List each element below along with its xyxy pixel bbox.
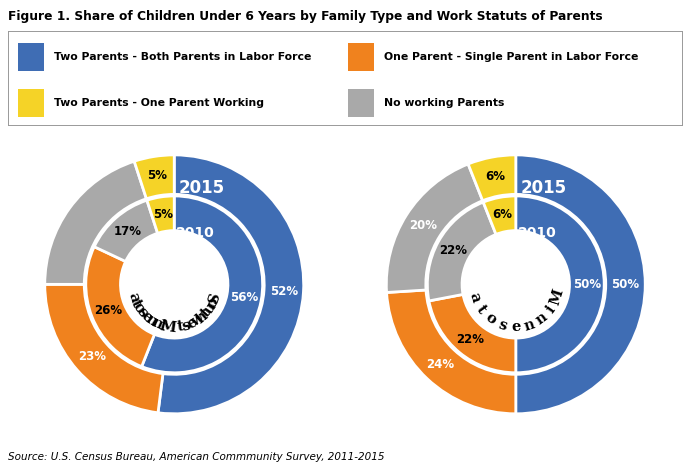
Text: 2015: 2015: [179, 179, 225, 197]
Text: n: n: [533, 310, 550, 328]
Wedge shape: [158, 155, 304, 414]
Text: No working Parents: No working Parents: [384, 98, 504, 108]
FancyBboxPatch shape: [348, 89, 374, 117]
FancyBboxPatch shape: [19, 43, 44, 71]
Text: 17%: 17%: [113, 225, 141, 237]
Text: 6%: 6%: [493, 208, 513, 221]
Text: S: S: [207, 290, 224, 305]
Text: i: i: [544, 303, 558, 316]
Text: 24%: 24%: [426, 358, 455, 371]
Text: t: t: [199, 306, 214, 320]
Wedge shape: [515, 155, 645, 414]
Wedge shape: [95, 200, 157, 261]
Text: t: t: [473, 303, 489, 316]
Text: w: w: [188, 312, 206, 330]
Text: 23%: 23%: [78, 351, 106, 363]
Text: t: t: [128, 297, 144, 309]
Wedge shape: [45, 161, 146, 284]
Text: M: M: [159, 319, 177, 335]
Wedge shape: [468, 155, 515, 201]
Text: M: M: [548, 288, 566, 307]
Text: One Parent - Single Parent in Labor Force: One Parent - Single Parent in Labor Forc…: [384, 52, 638, 62]
Wedge shape: [386, 290, 516, 414]
Text: o: o: [482, 311, 498, 328]
Text: Two Parents - One Parent Working: Two Parents - One Parent Working: [54, 98, 264, 108]
Text: 50%: 50%: [573, 278, 601, 291]
Text: 22%: 22%: [440, 243, 468, 257]
Text: n: n: [522, 317, 536, 334]
Text: 26%: 26%: [94, 304, 122, 317]
Text: s: s: [180, 318, 192, 334]
Wedge shape: [135, 155, 174, 199]
Text: 56%: 56%: [230, 291, 258, 304]
Text: s: s: [134, 305, 150, 321]
Text: a: a: [125, 290, 141, 304]
Text: 2010: 2010: [518, 226, 556, 240]
Text: h: h: [193, 308, 210, 326]
Text: a: a: [466, 290, 483, 304]
Text: 5%: 5%: [153, 208, 173, 220]
Text: u: u: [201, 300, 219, 316]
Wedge shape: [147, 196, 175, 233]
Text: o: o: [204, 296, 221, 310]
Text: e: e: [138, 309, 155, 326]
Text: Source: U.S. Census Bureau, American Commmunity Survey, 2011-2015: Source: U.S. Census Bureau, American Com…: [8, 452, 385, 462]
Text: n: n: [149, 315, 164, 332]
Text: t: t: [176, 320, 184, 334]
Text: n: n: [143, 312, 159, 329]
Wedge shape: [386, 164, 483, 292]
Text: e: e: [185, 315, 199, 332]
Wedge shape: [45, 284, 163, 413]
Wedge shape: [86, 247, 155, 367]
Text: 50%: 50%: [611, 278, 640, 291]
Wedge shape: [429, 294, 515, 373]
Text: Two Parents - Both Parents in Labor Force: Two Parents - Both Parents in Labor Forc…: [54, 52, 311, 62]
Wedge shape: [141, 196, 263, 373]
Wedge shape: [483, 196, 515, 235]
Text: 22%: 22%: [457, 333, 484, 345]
Wedge shape: [427, 202, 496, 301]
Text: s: s: [496, 317, 509, 333]
Text: 2010: 2010: [176, 226, 215, 240]
Text: 6%: 6%: [485, 170, 505, 183]
Text: i: i: [157, 318, 167, 333]
Text: 5%: 5%: [147, 170, 167, 182]
Text: 20%: 20%: [409, 219, 437, 232]
FancyBboxPatch shape: [19, 89, 44, 117]
FancyBboxPatch shape: [348, 43, 374, 71]
Text: 52%: 52%: [270, 285, 298, 298]
Text: e: e: [511, 321, 520, 334]
Text: Figure 1. Share of Children Under 6 Years by Family Type and Work Statuts of Par: Figure 1. Share of Children Under 6 Year…: [8, 10, 603, 24]
Text: o: o: [130, 300, 147, 316]
Text: 2015: 2015: [520, 179, 566, 197]
Wedge shape: [515, 196, 604, 373]
